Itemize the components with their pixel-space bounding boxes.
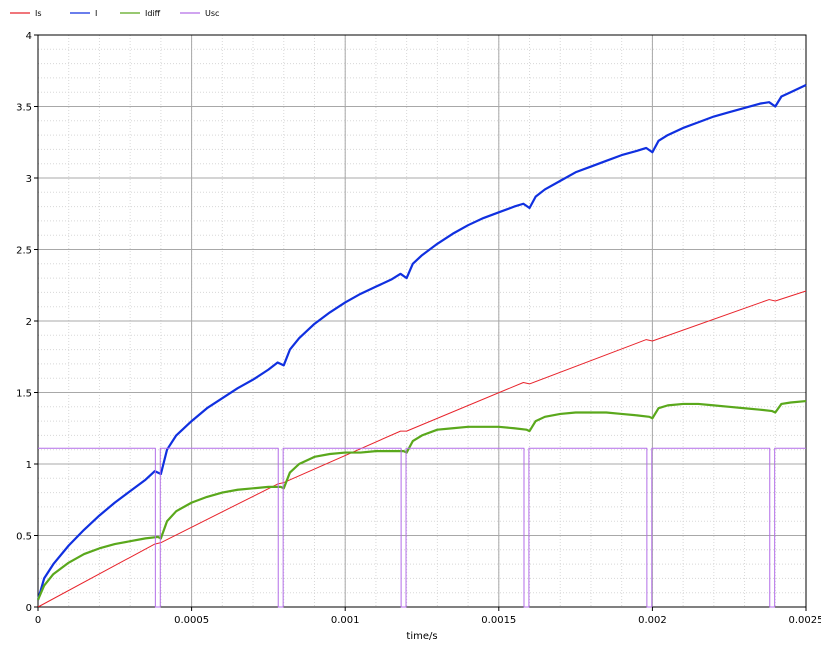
x-axis: 0 0.0005 0.001 0.0015 0.002 0.0025 <box>35 607 821 626</box>
x-axis-title: time/s <box>406 631 437 642</box>
x-tick-label: 0.001 <box>331 615 360 626</box>
y-tick-label: 2 <box>26 317 32 328</box>
legend-label-i: I <box>95 9 97 18</box>
y-axis: 0 0.5 1 1.5 2 2.5 3 3.5 4 <box>16 31 38 614</box>
series-line-usc <box>38 447 806 608</box>
y-tick-label: 1 <box>26 460 32 471</box>
legend-label-idiff: Idiff <box>145 9 161 18</box>
y-tick-label: 1.5 <box>16 389 32 400</box>
y-tick-label: 3.5 <box>16 103 32 114</box>
series-line-idiff <box>36 399 807 601</box>
y-tick-label: 0.5 <box>16 532 32 543</box>
x-tick-label: 0.0015 <box>481 615 516 626</box>
y-tick-label: 3 <box>26 174 32 185</box>
series-line-is <box>37 290 807 608</box>
y-tick-label: 4 <box>26 31 32 42</box>
y-tick-label: 0 <box>26 603 32 614</box>
y-tick-label: 2.5 <box>16 246 32 257</box>
x-tick-label: 0.002 <box>638 615 667 626</box>
legend-label-usc: Usc <box>205 9 219 18</box>
series-line-i <box>36 84 807 601</box>
series-layer <box>36 84 807 608</box>
x-tick-label: 0 <box>35 615 41 626</box>
legend: Is I Idiff Usc <box>10 9 219 18</box>
legend-label-is: Is <box>35 9 42 18</box>
x-tick-label: 0.0005 <box>174 615 209 626</box>
x-tick-label: 0.0025 <box>789 615 821 626</box>
